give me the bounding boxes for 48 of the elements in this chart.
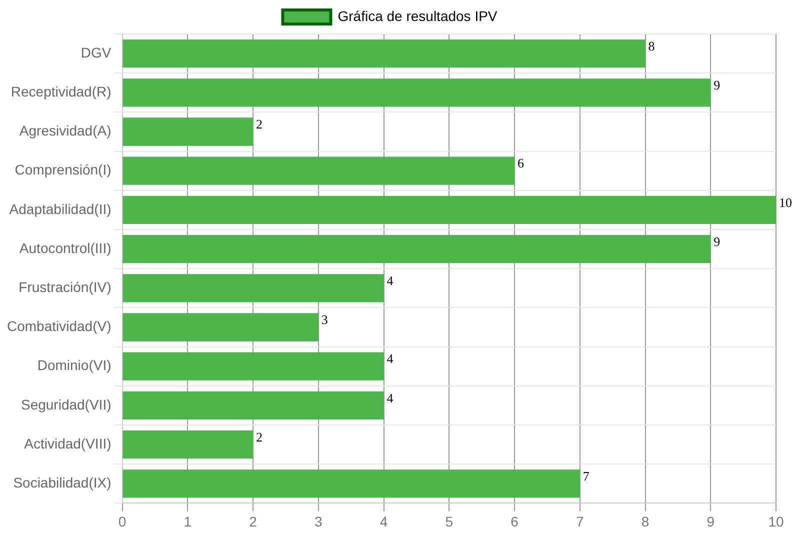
data-label: 10 (779, 194, 792, 210)
x-tick-label: 9 (706, 513, 715, 530)
bar (122, 196, 776, 224)
y-tick-label: Actividad(VIII) (24, 435, 112, 452)
x-tick-label: 8 (641, 513, 650, 530)
y-tick-label: Sociabilidad(IX) (13, 474, 112, 491)
bar (122, 430, 254, 459)
y-tick-label: Adaptabilidad(II) (9, 200, 112, 217)
y-tick-label: DGV (80, 44, 112, 60)
data-label: 9 (714, 234, 720, 249)
bar (122, 118, 254, 146)
bar (122, 352, 384, 380)
y-tick-label: Dominio(VI) (37, 357, 112, 374)
bar (122, 313, 318, 342)
bar (122, 39, 646, 68)
x-tick-label: 3 (314, 513, 322, 530)
x-tick-label: 4 (380, 513, 388, 530)
y-tick-label: Receptividad(R) (10, 84, 112, 100)
y-tick-label: Agresividad(A) (19, 122, 112, 139)
x-tick-label: 7 (576, 513, 584, 530)
data-label: 3 (321, 312, 328, 328)
y-tick-label: Autocontrol(III) (19, 240, 112, 256)
bar (122, 156, 515, 185)
data-label: 4 (386, 390, 394, 406)
data-label: 4 (386, 272, 394, 288)
bar (122, 274, 384, 302)
data-label: 8 (648, 38, 655, 54)
legend-label: Gráfica de resultados IPV (338, 8, 498, 24)
data-label: 2 (256, 116, 263, 132)
x-tick-label: 10 (768, 513, 784, 530)
x-tick-label: 5 (445, 513, 454, 530)
bar (122, 234, 711, 264)
y-tick-label: Seguridad(VII) (20, 396, 112, 412)
y-tick-label: Combatividad(V) (6, 318, 112, 334)
bar (122, 78, 711, 107)
data-label: 9 (714, 77, 720, 92)
x-tick-label: 0 (118, 513, 126, 530)
data-label: 6 (518, 156, 525, 171)
data-label: 7 (582, 468, 590, 484)
x-tick-label: 2 (249, 513, 258, 530)
x-tick-label: 1 (184, 513, 192, 530)
data-label: 2 (256, 429, 263, 444)
x-tick-label: 6 (510, 513, 519, 530)
y-tick-label: Comprensión(I) (14, 162, 112, 178)
bar (122, 470, 580, 498)
data-label: 4 (386, 351, 394, 366)
bar (122, 391, 384, 420)
y-tick-label: Frustración(IV) (18, 279, 112, 296)
